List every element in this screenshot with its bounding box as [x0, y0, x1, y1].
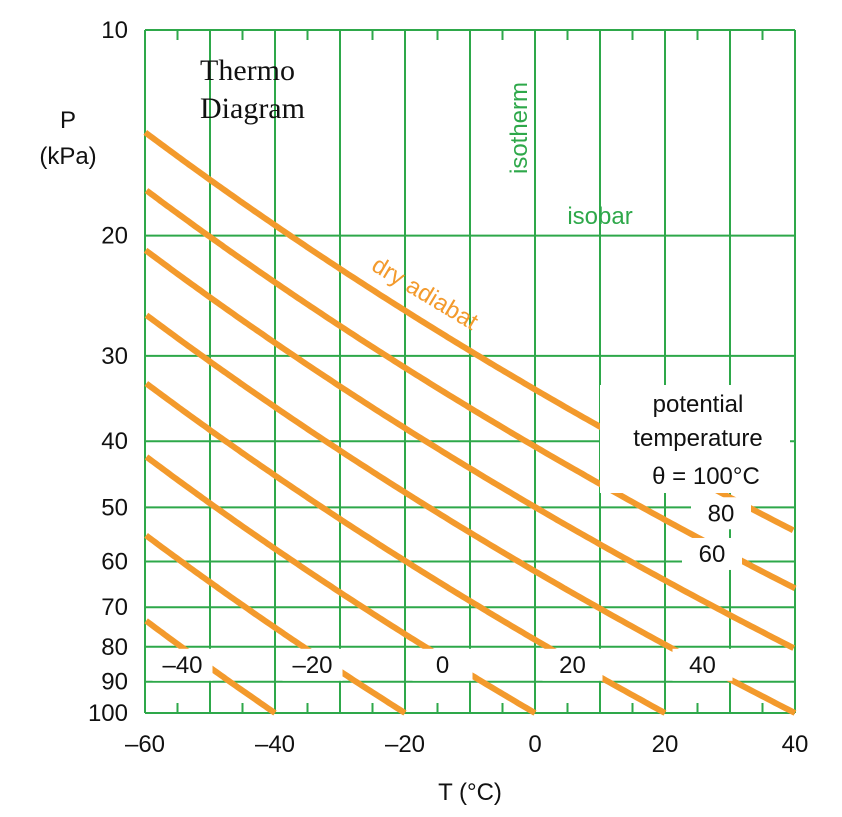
x-tick-label: 40 [782, 731, 809, 758]
y-tick-label: 100 [88, 700, 128, 727]
minor-ticks [176, 30, 764, 713]
isobar-label: isobar [567, 203, 632, 230]
theta-label-40: 40 [689, 652, 716, 679]
theta-label-bg [542, 648, 603, 681]
y-tick-label: 60 [101, 548, 128, 575]
dry-adiabat--20 [144, 533, 407, 716]
grid-lines [144, 29, 796, 714]
theta-label-bg [691, 497, 751, 530]
theta-label--20: –20 [292, 652, 332, 679]
theta-label--40: –40 [162, 652, 202, 679]
theta-label-bg [282, 648, 343, 681]
dry-adiabat-60 [143, 247, 796, 651]
potential-temperature-line-1: potential [653, 391, 744, 418]
isotherm-label: isotherm [506, 82, 533, 174]
x-tick-label: 20 [652, 731, 679, 758]
y-tick-label: 50 [101, 494, 128, 521]
theta-label-0: 0 [436, 652, 449, 679]
theta-curve-labels: –40 –20 0 20 40 60 80 [152, 497, 751, 681]
chart-title-line-1: Thermo [200, 54, 295, 87]
potential-temperature-label-bg [600, 385, 790, 493]
y-tick-label: 20 [101, 223, 128, 250]
dry-adiabat-80 [144, 188, 797, 592]
x-tick-label: 0 [528, 731, 541, 758]
y-tick-label: 90 [101, 669, 128, 696]
y-tick-label: 10 [101, 17, 128, 44]
dry-adiabat-40 [144, 312, 797, 716]
x-tick-label: –40 [255, 731, 295, 758]
chart-title-line-2: Diagram [200, 92, 305, 125]
x-tick-label: –60 [125, 731, 165, 758]
theta-label-bg [412, 648, 473, 681]
potential-temperature-line-2: temperature [633, 425, 762, 452]
theta-label-20: 20 [559, 652, 586, 679]
theta-label-bg [152, 648, 213, 681]
x-axis-title: T (°C) [438, 779, 502, 806]
theta-label-60: 60 [699, 541, 726, 568]
y-axis-title-line-2: (kPa) [39, 143, 96, 170]
theta-label-bg [682, 537, 742, 570]
y-tick-label: 40 [101, 428, 128, 455]
theta-label-80: 80 [708, 500, 735, 527]
potential-temperature-line-3: θ = 100°C [652, 463, 760, 490]
y-tick-label: 80 [101, 634, 128, 661]
y-tick-label: 30 [101, 343, 128, 370]
x-tick-labels: –60 –40 –20 0 20 40 [125, 731, 808, 758]
theta-label-bg [672, 648, 733, 681]
x-tick-label: –20 [385, 731, 425, 758]
y-axis-title-line-1: P [60, 107, 76, 134]
y-tick-labels: 10 20 30 40 50 60 70 80 90 100 [88, 17, 128, 727]
y-tick-label: 70 [101, 594, 128, 621]
